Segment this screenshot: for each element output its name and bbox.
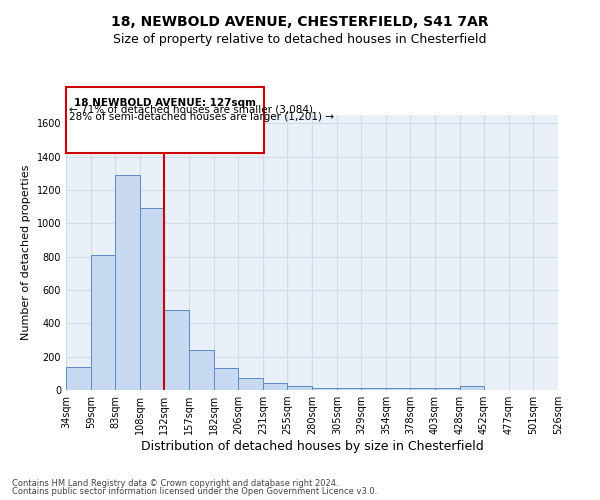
Bar	[140, 208, 164, 390]
Bar	[91, 255, 115, 390]
Bar	[435, 388, 460, 390]
Text: 18, NEWBOLD AVENUE, CHESTERFIELD, S41 7AR: 18, NEWBOLD AVENUE, CHESTERFIELD, S41 7A…	[111, 15, 489, 29]
Bar	[410, 388, 435, 390]
Bar	[214, 368, 238, 390]
Bar	[337, 388, 361, 390]
Text: ← 71% of detached houses are smaller (3,084): ← 71% of detached houses are smaller (3,…	[69, 105, 313, 115]
Bar	[361, 388, 386, 390]
Bar	[164, 310, 189, 390]
Bar	[115, 175, 140, 390]
Bar	[312, 388, 337, 390]
Bar	[263, 384, 287, 390]
Text: Size of property relative to detached houses in Chesterfield: Size of property relative to detached ho…	[113, 32, 487, 46]
Bar	[238, 378, 263, 390]
Text: 18 NEWBOLD AVENUE: 127sqm: 18 NEWBOLD AVENUE: 127sqm	[74, 98, 256, 108]
Bar	[189, 350, 214, 390]
Text: Contains HM Land Registry data © Crown copyright and database right 2024.: Contains HM Land Registry data © Crown c…	[12, 478, 338, 488]
FancyBboxPatch shape	[66, 86, 264, 154]
Bar	[386, 388, 410, 390]
Bar	[66, 366, 91, 390]
Text: Contains public sector information licensed under the Open Government Licence v3: Contains public sector information licen…	[12, 487, 377, 496]
Bar	[287, 386, 312, 390]
X-axis label: Distribution of detached houses by size in Chesterfield: Distribution of detached houses by size …	[140, 440, 484, 453]
Y-axis label: Number of detached properties: Number of detached properties	[21, 165, 31, 340]
Bar	[460, 386, 484, 390]
Text: 28% of semi-detached houses are larger (1,201) →: 28% of semi-detached houses are larger (…	[69, 112, 334, 122]
